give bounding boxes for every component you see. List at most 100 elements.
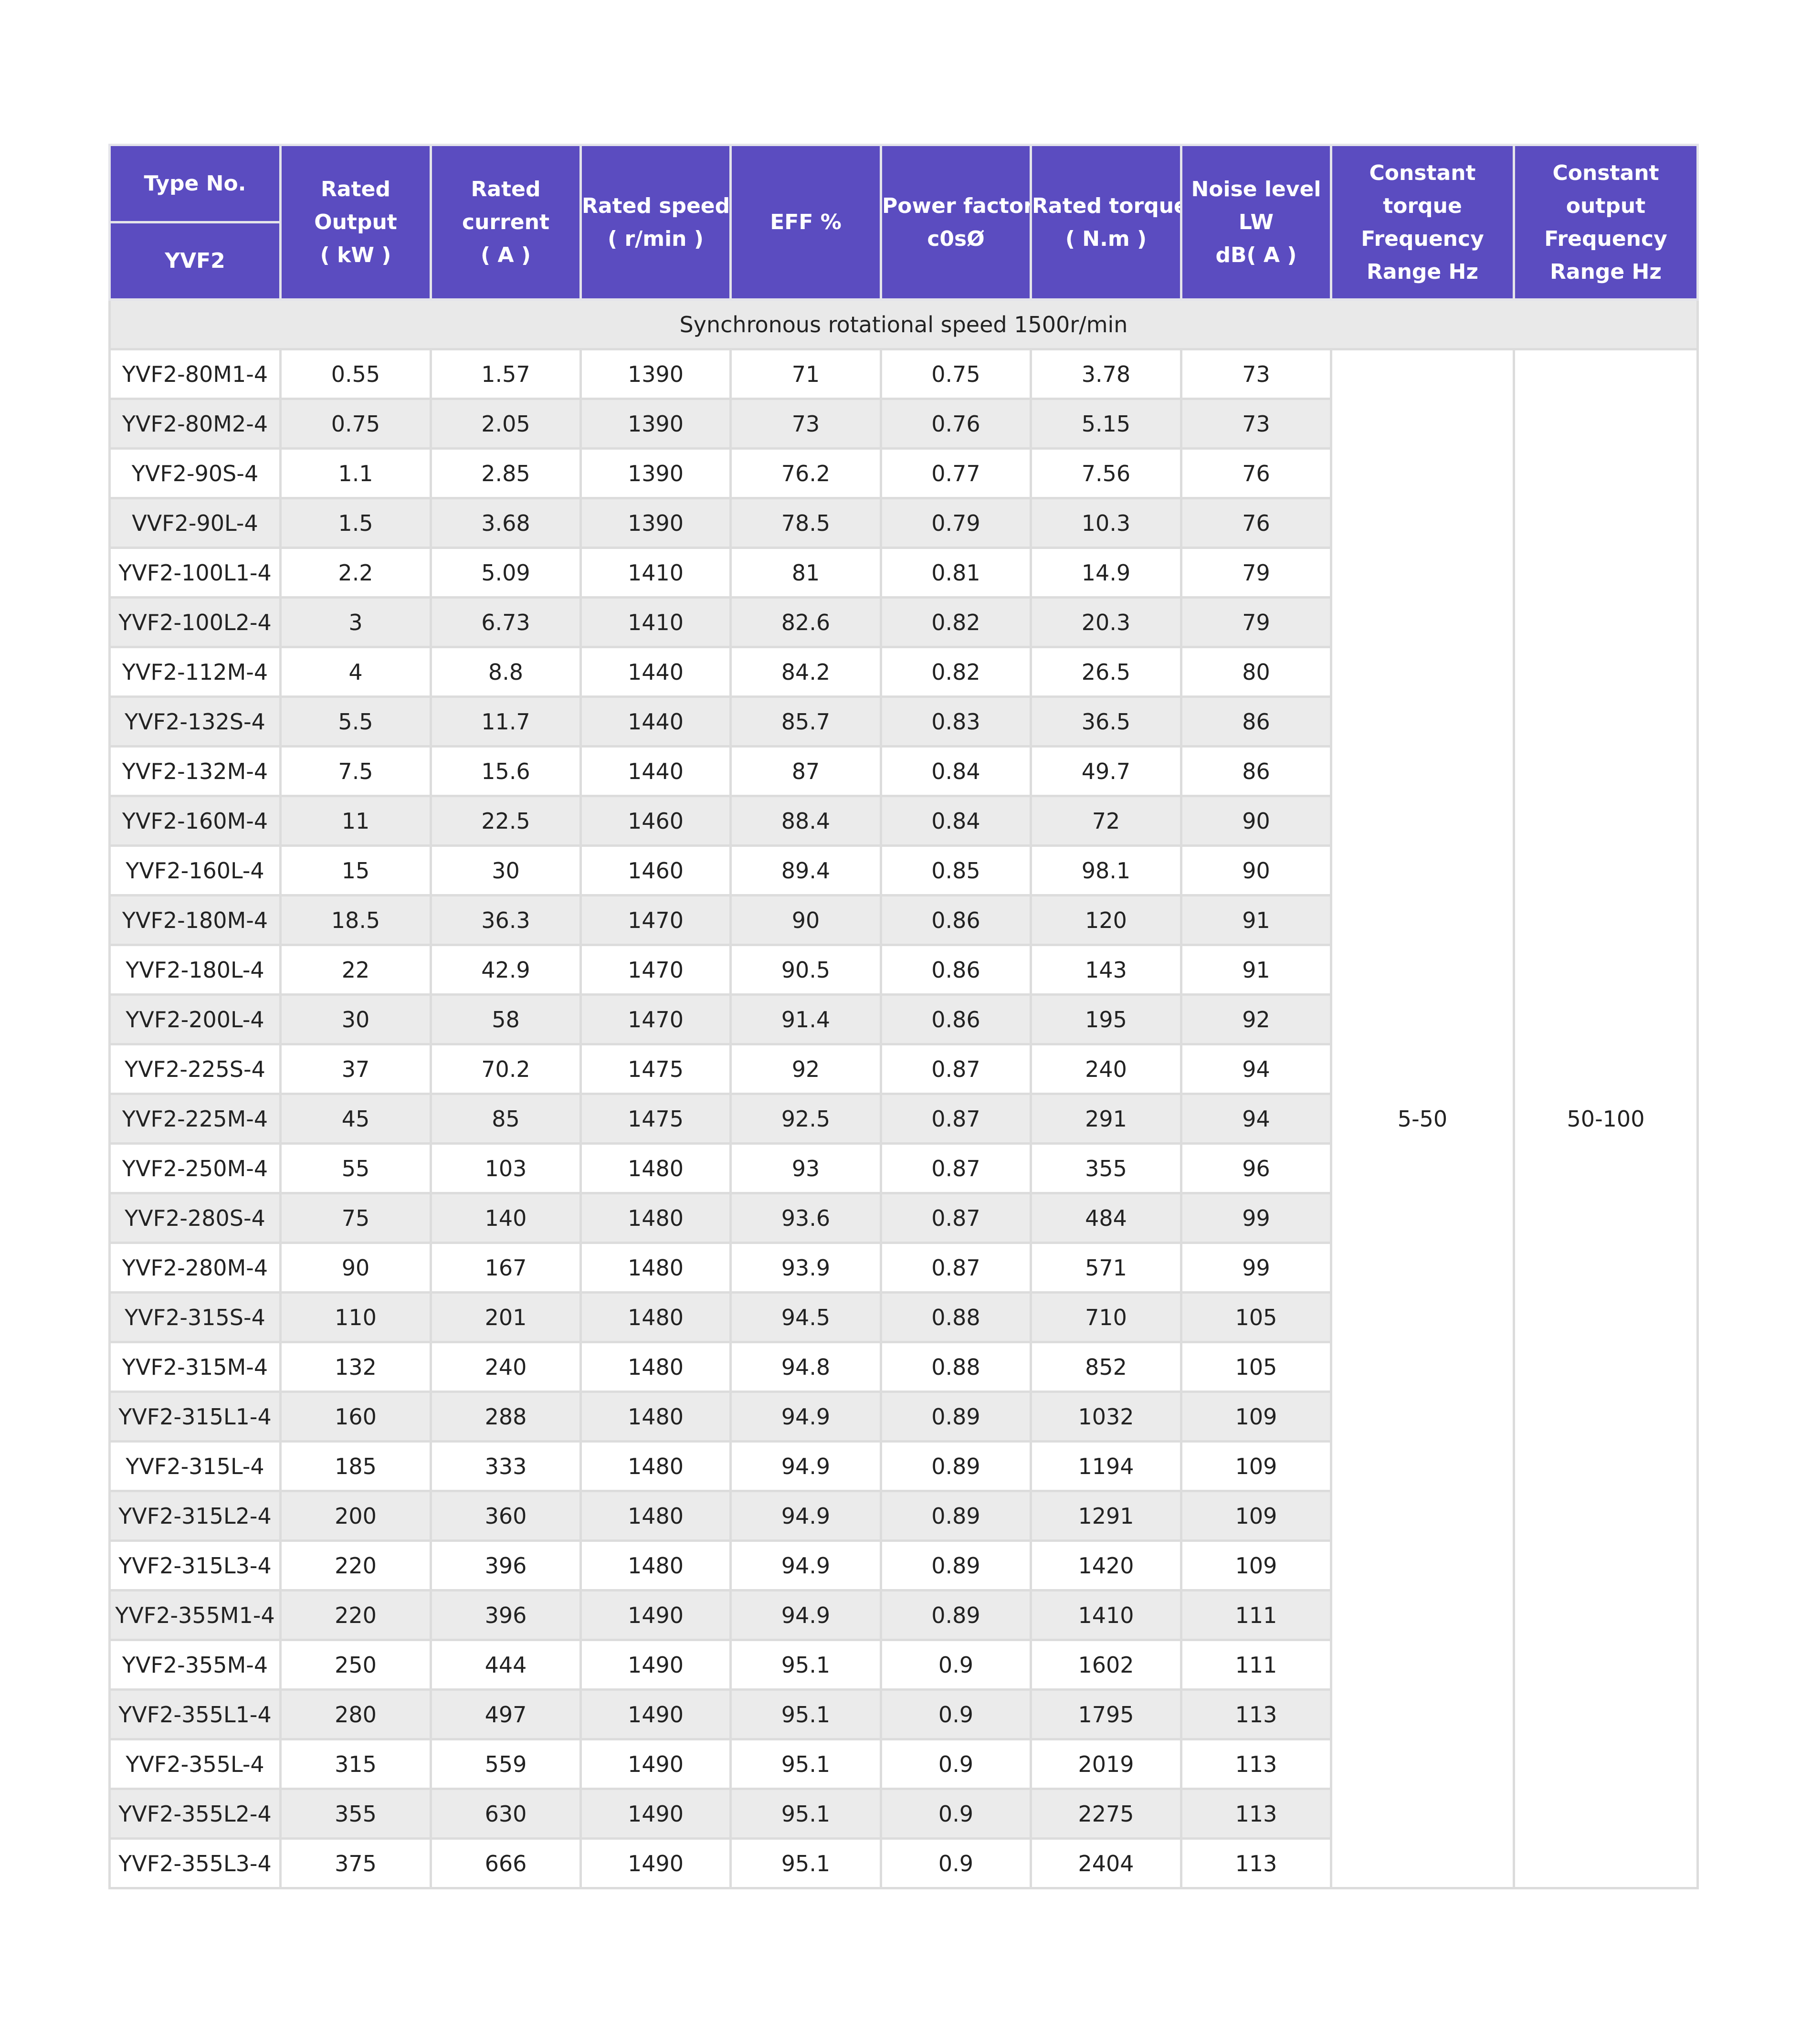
type-cell: YVF2-180M-4 — [108, 894, 282, 946]
header-line: ( kW ) — [320, 243, 391, 267]
header-line: Frequency — [1544, 226, 1667, 251]
value-cell: 30 — [430, 844, 582, 896]
value-cell: 355 — [279, 1788, 432, 1840]
value-cell: 201 — [430, 1291, 582, 1343]
value-cell: 18.5 — [279, 894, 432, 946]
value-cell: 95.1 — [729, 1688, 882, 1740]
value-cell: 91 — [1180, 944, 1332, 996]
value-cell: 45 — [279, 1093, 432, 1145]
section-cell: Synchronous rotational speed 1500r/min — [108, 298, 1699, 350]
value-cell: 6.73 — [430, 596, 582, 648]
table-wrapper: Type No. Rated Output ( kW ) Rated current ( A… — [108, 144, 1699, 1889]
value-cell: 95.1 — [729, 1639, 882, 1691]
value-cell: 1480 — [579, 1440, 732, 1492]
type-cell: YVF2-200L-4 — [108, 993, 282, 1045]
value-cell: 1470 — [579, 993, 732, 1045]
type-cell: YVF2-132S-4 — [108, 695, 282, 748]
value-cell: 49.7 — [1030, 745, 1182, 797]
header-line: Rated — [471, 177, 541, 201]
type-cell: YVF2-112M-4 — [108, 646, 282, 698]
value-cell: 1032 — [1030, 1391, 1182, 1443]
value-cell: 0.89 — [880, 1539, 1032, 1591]
value-cell: 7.56 — [1030, 447, 1182, 499]
value-cell: 250 — [279, 1639, 432, 1691]
header-line: LW — [1238, 210, 1274, 234]
data-row: YVF2-315L-4 185 333 1480 94.9 0.89 1194 109 — [108, 1440, 1698, 1492]
type-cell: YVF2-355M-4 — [108, 1639, 282, 1691]
value-cell: 103 — [430, 1142, 582, 1194]
value-cell: 3.68 — [430, 497, 582, 549]
value-cell: 288 — [430, 1391, 582, 1443]
value-cell: 1.57 — [430, 348, 582, 400]
value-cell: 109 — [1180, 1490, 1332, 1542]
header-cell: Rated current ( A ) — [430, 144, 582, 301]
value-cell: 220 — [279, 1589, 432, 1641]
data-row: YVF2-200L-4 30 58 1470 91.4 0.86 195 92 — [108, 993, 1698, 1045]
value-cell: 0.83 — [880, 695, 1032, 748]
value-cell: 1460 — [579, 795, 732, 847]
value-cell: 90.5 — [729, 944, 882, 996]
data-row: YVF2-355L-4 315 559 1490 95.1 0.9 2019 113 — [108, 1738, 1698, 1790]
data-row: YVF2-100L2-4 3 6.73 1410 82.6 0.82 20.3 79 — [108, 596, 1698, 648]
value-cell: 75 — [279, 1192, 432, 1244]
value-cell: 113 — [1180, 1788, 1332, 1840]
value-cell: 84.2 — [729, 646, 882, 698]
value-cell: 1490 — [579, 1788, 732, 1840]
value-cell: 5.15 — [1030, 398, 1182, 450]
type-cell: YVF2-100L2-4 — [108, 596, 282, 648]
type-cell: YVF2-180L-4 — [108, 944, 282, 996]
value-cell: 93 — [729, 1142, 882, 1194]
value-cell: 72 — [1030, 795, 1182, 847]
value-cell: 91 — [1180, 894, 1332, 946]
value-cell: 96 — [1180, 1142, 1332, 1194]
value-cell: 0.85 — [880, 844, 1032, 896]
header-cell: Constant torque Frequency Range Hz — [1330, 144, 1515, 301]
data-row: YVF2-355L2-4 355 630 1490 95.1 0.9 2275 113 — [108, 1788, 1698, 1840]
value-cell: 94.5 — [729, 1291, 882, 1343]
type-cell: YVF2-225M-4 — [108, 1093, 282, 1145]
value-cell: 484 — [1030, 1192, 1182, 1244]
value-cell: 1390 — [579, 348, 732, 400]
value-cell: 0.86 — [880, 993, 1032, 1045]
value-cell: 0.82 — [880, 596, 1032, 648]
value-cell: 94.9 — [729, 1391, 882, 1443]
value-cell: 0.87 — [880, 1093, 1032, 1145]
header-line: Power factor — [882, 193, 1031, 218]
data-row: YVF2-315S-4 110 201 1480 94.5 0.88 710 105 — [108, 1291, 1698, 1343]
value-cell: 113 — [1180, 1837, 1332, 1889]
value-cell: 140 — [430, 1192, 582, 1244]
value-cell: 90 — [1180, 795, 1332, 847]
value-cell: 70.2 — [430, 1043, 582, 1095]
type-cell: YVF2-315L1-4 — [108, 1391, 282, 1443]
data-row: YVF2-225S-4 37 70.2 1475 92 0.87 240 94 — [108, 1043, 1698, 1095]
type-cell: YVF2-315S-4 — [108, 1291, 282, 1343]
value-cell: 0.75 — [279, 398, 432, 450]
header-cell: EFF % — [729, 144, 882, 301]
value-cell: 3 — [279, 596, 432, 648]
value-cell: 2.85 — [430, 447, 582, 499]
header-cell: YVF2 — [108, 221, 282, 301]
value-cell: 76 — [1180, 497, 1332, 549]
table-body: Synchronous rotational speed 1500r/min YV… — [108, 298, 1699, 1889]
value-cell: 630 — [430, 1788, 582, 1840]
value-cell: 1490 — [579, 1837, 732, 1889]
value-cell: 1490 — [579, 1589, 732, 1641]
value-cell: 76.2 — [729, 447, 882, 499]
value-cell: 36.3 — [430, 894, 582, 946]
header-cell: Rated torque ( N.m ) — [1030, 144, 1182, 301]
value-cell: 1490 — [579, 1688, 732, 1740]
value-cell: 20.3 — [1030, 596, 1182, 648]
value-cell: 5.5 — [279, 695, 432, 748]
value-cell: 0.9 — [880, 1639, 1032, 1691]
value-cell: 0.89 — [880, 1391, 1032, 1443]
value-cell: 105 — [1180, 1291, 1332, 1343]
value-cell: 30 — [279, 993, 432, 1045]
header-cell: Type No. — [108, 144, 282, 223]
value-cell: 109 — [1180, 1440, 1332, 1492]
value-cell: 90 — [729, 894, 882, 946]
value-cell: 90 — [1180, 844, 1332, 896]
header-line: Constant — [1552, 160, 1659, 185]
header-cell: Rated speed ( r/min ) — [579, 144, 732, 301]
value-cell: 79 — [1180, 547, 1332, 599]
value-cell: 8.8 — [430, 646, 582, 698]
